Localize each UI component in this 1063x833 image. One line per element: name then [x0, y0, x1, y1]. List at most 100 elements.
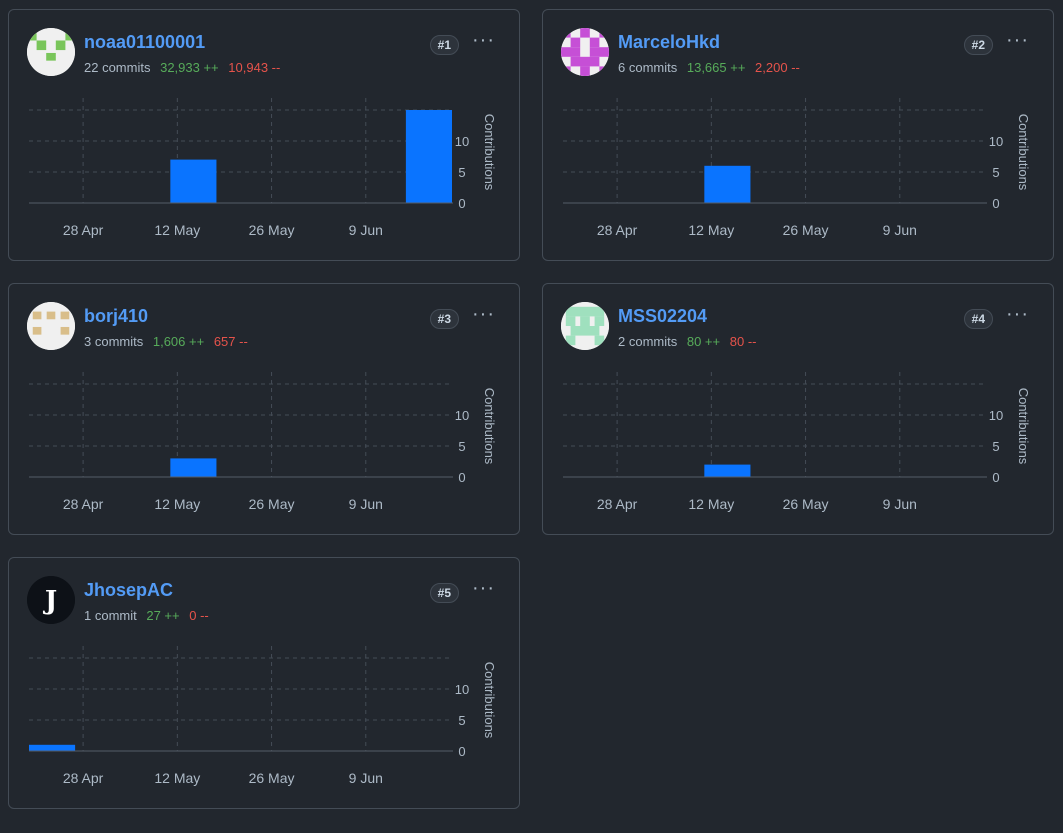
x-tick-label: 26 May: [249, 770, 295, 786]
username-link[interactable]: JhosepAC: [84, 580, 174, 600]
y-axis-label: Contributions: [1016, 388, 1031, 465]
deletions-count: 2,200 --: [755, 60, 800, 75]
x-tick-label: 9 Jun: [349, 222, 383, 238]
kebab-menu-icon[interactable]: ···: [472, 303, 495, 325]
x-tick-label: 12 May: [154, 496, 200, 512]
contributor-card: borj410 3 commits 1,606 ++ 657 -- #3 ···…: [8, 283, 520, 535]
y-tick-label: 10: [455, 408, 469, 423]
letter-j-avatar: J: [27, 576, 75, 624]
deletions-count: 80 --: [729, 334, 757, 349]
deletions-count: 0 --: [189, 608, 209, 623]
y-tick-label: 0: [458, 470, 465, 485]
username-link[interactable]: noaa01100001: [84, 32, 206, 52]
y-tick-label: 0: [992, 470, 999, 485]
commit-count-link[interactable]: 22 commits: [84, 60, 151, 75]
commit-count-link[interactable]: 2 commits: [618, 334, 678, 349]
x-tick-label: 28 Apr: [63, 770, 104, 786]
additions-count: 13,665 ++: [686, 60, 746, 75]
y-tick-label: 5: [458, 165, 465, 180]
y-tick-label: 10: [989, 134, 1003, 149]
avatar[interactable]: [27, 302, 75, 350]
x-tick-label: 12 May: [154, 770, 200, 786]
x-tick-label: 9 Jun: [349, 496, 383, 512]
x-tick-label: 26 May: [249, 496, 295, 512]
x-tick-label: 12 May: [154, 222, 200, 238]
y-tick-label: 5: [458, 439, 465, 454]
username-link[interactable]: MarceloHkd: [618, 32, 721, 52]
x-tick-label: 28 Apr: [63, 496, 104, 512]
kebab-menu-icon[interactable]: ···: [472, 29, 495, 51]
commit-stats: 2 commits 80 ++ 80 --: [618, 334, 756, 349]
contribution-bar[interactable]: [170, 458, 217, 477]
additions-count: 32,933 ++: [160, 60, 219, 75]
y-axis-label: Contributions: [482, 662, 497, 739]
x-tick-label: 26 May: [783, 222, 829, 238]
x-tick-label: 9 Jun: [883, 496, 917, 512]
y-tick-label: 10: [989, 408, 1003, 423]
contributions-chart: 28 Apr 12 May 26 May 9 Jun 0 5 10 Contributions: [29, 646, 497, 786]
additions-count: 80 ++: [686, 334, 721, 349]
additions-count: 27 ++: [146, 608, 180, 623]
y-tick-label: 0: [992, 196, 999, 211]
rank-badge: #4: [963, 309, 993, 329]
contribution-bar[interactable]: [29, 744, 76, 751]
y-tick-label: 0: [458, 196, 465, 211]
x-tick-label: 28 Apr: [597, 222, 638, 238]
contributions-chart: 28 Apr 12 May 26 May 9 Jun 0 5 10 Contributions: [563, 372, 1031, 512]
rank-badge: #5: [429, 583, 459, 603]
avatar[interactable]: J: [27, 576, 75, 624]
rank-badge: #3: [429, 309, 459, 329]
avatar[interactable]: [27, 28, 75, 76]
additions-count: 1,606 ++: [152, 334, 205, 349]
contribution-bar[interactable]: [704, 464, 751, 477]
contributions-chart: 28 Apr 12 May 26 May 9 Jun 0 5 10 Contributions: [563, 98, 1031, 238]
contributor-card: MarceloHkd 6 commits 13,665 ++ 2,200 -- …: [542, 9, 1054, 261]
y-tick-label: 0: [458, 744, 465, 759]
kebab-menu-icon[interactable]: ···: [1006, 29, 1029, 51]
identicon-green: [27, 28, 75, 76]
deletions-count: 10,943 --: [228, 60, 281, 75]
y-axis-label: Contributions: [482, 114, 497, 191]
contributor-card: MSS02204 2 commits 80 ++ 80 -- #4 ··· 28…: [542, 283, 1054, 535]
y-tick-label: 5: [992, 165, 999, 180]
contribution-bar[interactable]: [704, 165, 751, 203]
x-tick-label: 26 May: [783, 496, 829, 512]
contributions-chart: 28 Apr 12 May 26 May 9 Jun 0 5 10 Contributions: [29, 372, 497, 512]
y-tick-label: 10: [455, 682, 469, 697]
username-link[interactable]: borj410: [84, 306, 149, 326]
svg-text:J: J: [43, 586, 57, 616]
identicon-mint: [561, 302, 609, 350]
kebab-menu-icon[interactable]: ···: [472, 577, 495, 599]
avatar[interactable]: [561, 28, 609, 76]
rank-badge: #2: [963, 35, 993, 55]
y-tick-label: 10: [455, 134, 469, 149]
identicon-tan: [27, 302, 75, 350]
deletions-count: 657 --: [213, 334, 248, 349]
x-tick-label: 12 May: [688, 222, 734, 238]
kebab-menu-icon[interactable]: ···: [1006, 303, 1029, 325]
contribution-bar[interactable]: [405, 110, 452, 203]
y-axis-label: Contributions: [482, 388, 497, 465]
username-link[interactable]: MSS02204: [618, 306, 708, 326]
x-tick-label: 9 Jun: [883, 222, 917, 238]
commit-count-link[interactable]: 1 commit: [84, 608, 137, 623]
x-tick-label: 12 May: [688, 496, 734, 512]
contributor-card: J JhosepAC 1 commit 27 ++ 0 -- #5 ··· 28…: [8, 557, 520, 809]
x-tick-label: 28 Apr: [597, 496, 638, 512]
commit-count-link[interactable]: 6 commits: [618, 60, 678, 75]
commit-stats: 6 commits 13,665 ++ 2,200 --: [618, 60, 800, 75]
commit-stats: 22 commits 32,933 ++ 10,943 --: [84, 60, 280, 75]
x-tick-label: 26 May: [249, 222, 295, 238]
y-axis-label: Contributions: [1016, 114, 1031, 191]
x-tick-label: 9 Jun: [349, 770, 383, 786]
commit-stats: 1 commit 27 ++ 0 --: [84, 608, 209, 623]
contribution-bar[interactable]: [170, 159, 217, 203]
contributor-card: noaa01100001 22 commits 32,933 ++ 10,943…: [8, 9, 520, 261]
x-tick-label: 28 Apr: [63, 222, 104, 238]
commit-stats: 3 commits 1,606 ++ 657 --: [84, 334, 248, 349]
avatar[interactable]: [561, 302, 609, 350]
y-tick-label: 5: [992, 439, 999, 454]
y-tick-label: 5: [458, 713, 465, 728]
identicon-purple: [561, 28, 609, 76]
commit-count-link[interactable]: 3 commits: [84, 334, 144, 349]
